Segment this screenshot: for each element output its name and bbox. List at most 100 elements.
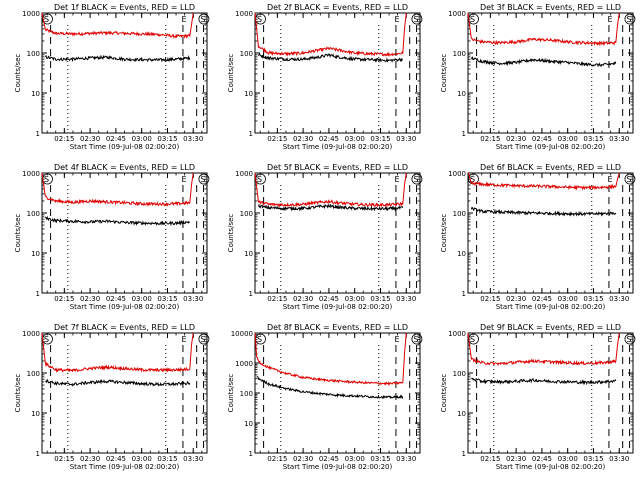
x-tick-label: 03:30 (183, 455, 203, 463)
interval-marker-label: S (470, 15, 475, 24)
subplot: Det 1f BLACK = Events, RED = LLD 1 10 100 10… (14, 3, 210, 151)
x-tick-label: 03:15 (157, 295, 177, 303)
subplot-title: Det 9f BLACK = Events, RED = LLD (480, 323, 621, 332)
x-tick-label: 02:15 (480, 295, 500, 303)
x-tick-label: 03:30 (183, 135, 203, 143)
y-tick-label: 1000 (448, 10, 466, 18)
plot-frame (467, 332, 634, 454)
x-tick-label: 02:30 (506, 455, 526, 463)
interval-marker-circle (624, 333, 636, 345)
y-tick-label: 1 (249, 290, 253, 298)
y-tick-label: 1 (462, 450, 466, 458)
x-tick-label: 03:15 (370, 455, 390, 463)
x-tick-label: 02:30 (506, 135, 526, 143)
interval-marker-label: E (182, 15, 187, 24)
x-tick-label: 03:00 (132, 455, 152, 463)
subplot: Det 5f BLACK = Events, RED = LLD 1 10 100 10… (227, 163, 423, 311)
x-tick-label: 02:45 (532, 455, 552, 463)
y-axis-label: Counts/sec (14, 54, 22, 93)
x-axis-label: Start Time (09-Jul-08 02:00:20) (496, 143, 606, 151)
interval-marker-label: S (413, 175, 418, 184)
y-tick-label: 1000 (22, 330, 40, 338)
interval-marker-label: E (182, 175, 187, 184)
lld-trace (254, 12, 407, 58)
y-axis-label: Counts/sec (227, 374, 235, 413)
interval-marker-circle (411, 173, 423, 185)
x-tick-label: 02:15 (54, 135, 74, 143)
y-tick-label: 1 (36, 290, 40, 298)
y-tick-label: 10 (457, 250, 466, 258)
x-tick-label: 02:45 (532, 135, 552, 143)
x-tick-label: 02:15 (480, 455, 500, 463)
x-tick-label: 03:30 (396, 455, 416, 463)
interval-marker-label: S (257, 15, 262, 24)
plot-frame (467, 172, 634, 294)
y-tick-label: 10 (244, 420, 253, 428)
interval-marker-label: S (44, 15, 49, 24)
events-trace (44, 215, 190, 227)
x-tick-label: 02:45 (319, 455, 339, 463)
x-axis-label: Start Time (09-Jul-08 02:00:20) (70, 143, 180, 151)
events-trace (257, 53, 403, 63)
subplot: Det 2f BLACK = Events, RED = LLD 1 10 100 10… (227, 3, 423, 151)
x-tick-label: 02:45 (532, 295, 552, 303)
y-tick-label: 1000 (448, 170, 466, 178)
x-tick-label: 03:15 (583, 455, 603, 463)
y-tick-label: 10 (457, 410, 466, 418)
lld-trace (254, 172, 407, 208)
x-tick-label: 02:45 (319, 135, 339, 143)
y-tick-label: 1 (36, 130, 40, 138)
y-axis-label: Counts/sec (14, 374, 22, 413)
x-tick-label: 03:00 (345, 455, 365, 463)
plot-frame (254, 172, 421, 294)
interval-marker-label: E (395, 15, 400, 24)
interval-marker-label: E (608, 335, 613, 344)
subplot: Det 7f BLACK = Events, RED = LLD 1 10 100 10… (14, 323, 210, 471)
subplot-title: Det 6f BLACK = Events, RED = LLD (480, 163, 621, 172)
subplot-title: Det 1f BLACK = Events, RED = LLD (54, 3, 195, 12)
interval-marker-label: E (608, 15, 613, 24)
interval-marker-circle (42, 13, 53, 25)
y-tick-label: 10 (244, 90, 253, 98)
y-tick-label: 1 (249, 130, 253, 138)
y-axis-label: Counts/sec (440, 54, 448, 93)
y-tick-label: 1 (462, 290, 466, 298)
interval-marker-label: S (626, 175, 631, 184)
events-trace (45, 378, 191, 387)
interval-marker-label: S (626, 15, 631, 24)
x-tick-label: 03:00 (558, 455, 578, 463)
interval-marker-circle (624, 173, 636, 185)
x-axis-label: Start Time (09-Jul-08 02:00:20) (496, 303, 606, 311)
lld-trace (467, 12, 620, 47)
plot-frame (467, 12, 634, 134)
interval-marker-label: S (200, 335, 205, 344)
interval-marker-label: S (200, 175, 205, 184)
x-tick-label: 03:00 (558, 135, 578, 143)
subplot-title: Det 7f BLACK = Events, RED = LLD (54, 323, 195, 332)
plot-frame (41, 332, 208, 454)
x-axis-label: Start Time (09-Jul-08 02:00:20) (496, 463, 606, 471)
y-tick-label: 1000 (235, 10, 253, 18)
x-tick-label: 02:45 (106, 135, 126, 143)
interval-marker-label: S (200, 15, 205, 24)
interval-marker-circle (198, 13, 210, 25)
x-tick-label: 02:15 (480, 135, 500, 143)
y-tick-label: 1 (249, 450, 253, 458)
y-tick-label: 100 (453, 50, 466, 58)
events-trace (471, 377, 617, 386)
events-trace (256, 376, 404, 400)
x-tick-label: 02:30 (293, 455, 313, 463)
x-axis-label: Start Time (09-Jul-08 02:00:20) (70, 463, 180, 471)
x-tick-label: 03:15 (157, 135, 177, 143)
x-tick-label: 02:30 (293, 135, 313, 143)
interval-marker-label: S (470, 335, 475, 344)
interval-marker-circle (198, 333, 210, 345)
events-trace (470, 56, 617, 68)
x-axis-label: Start Time (09-Jul-08 02:00:20) (70, 303, 180, 311)
subplot-title: Det 8f BLACK = Events, RED = LLD (267, 323, 408, 332)
x-tick-label: 03:00 (132, 295, 152, 303)
x-tick-label: 03:15 (583, 295, 603, 303)
x-tick-label: 03:15 (370, 135, 390, 143)
interval-marker-label: S (257, 335, 262, 344)
x-tick-label: 02:30 (293, 295, 313, 303)
